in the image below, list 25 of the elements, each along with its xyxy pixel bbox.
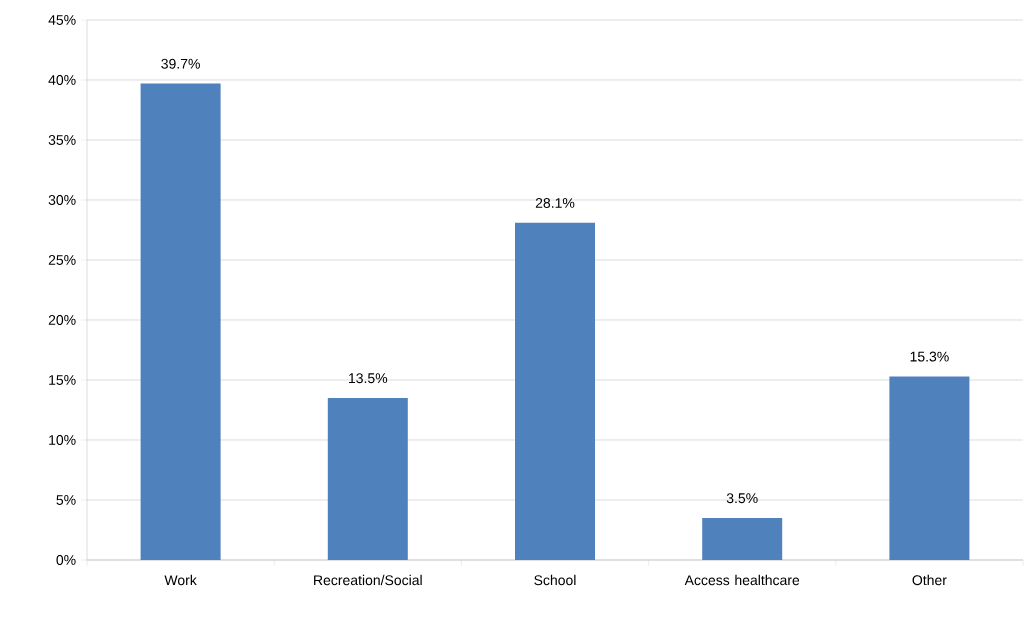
x-tick-label: Work [164,574,197,586]
bar [515,222,595,560]
y-tick-label: 45% [48,15,76,25]
y-tick-label: 35% [48,135,76,145]
y-tick-label: 20% [48,315,76,325]
y-tick-label: 0% [56,555,76,565]
x-tick-label: Access healthcare [684,574,800,586]
data-label: 3.5% [726,493,758,504]
y-tick-label: 10% [49,435,76,445]
bar [140,83,221,560]
x-tick-label: School [534,574,576,586]
y-tick-label: 30% [48,195,76,205]
bar [889,376,970,560]
data-label: 15.3% [910,351,949,362]
y-tick-label: 5% [56,495,76,505]
x-tick-label: Recreation/Social [314,574,422,586]
y-tick-label: 15% [49,375,76,385]
data-label: 39.7% [161,58,200,69]
data-label: 28.1% [535,198,575,208]
bar [702,518,783,560]
y-tick-label: 40% [48,75,76,85]
data-label: 13.5% [349,373,388,384]
y-tick-label: 25% [48,255,76,265]
x-tick-label: Other [912,574,947,586]
bar [327,398,408,560]
